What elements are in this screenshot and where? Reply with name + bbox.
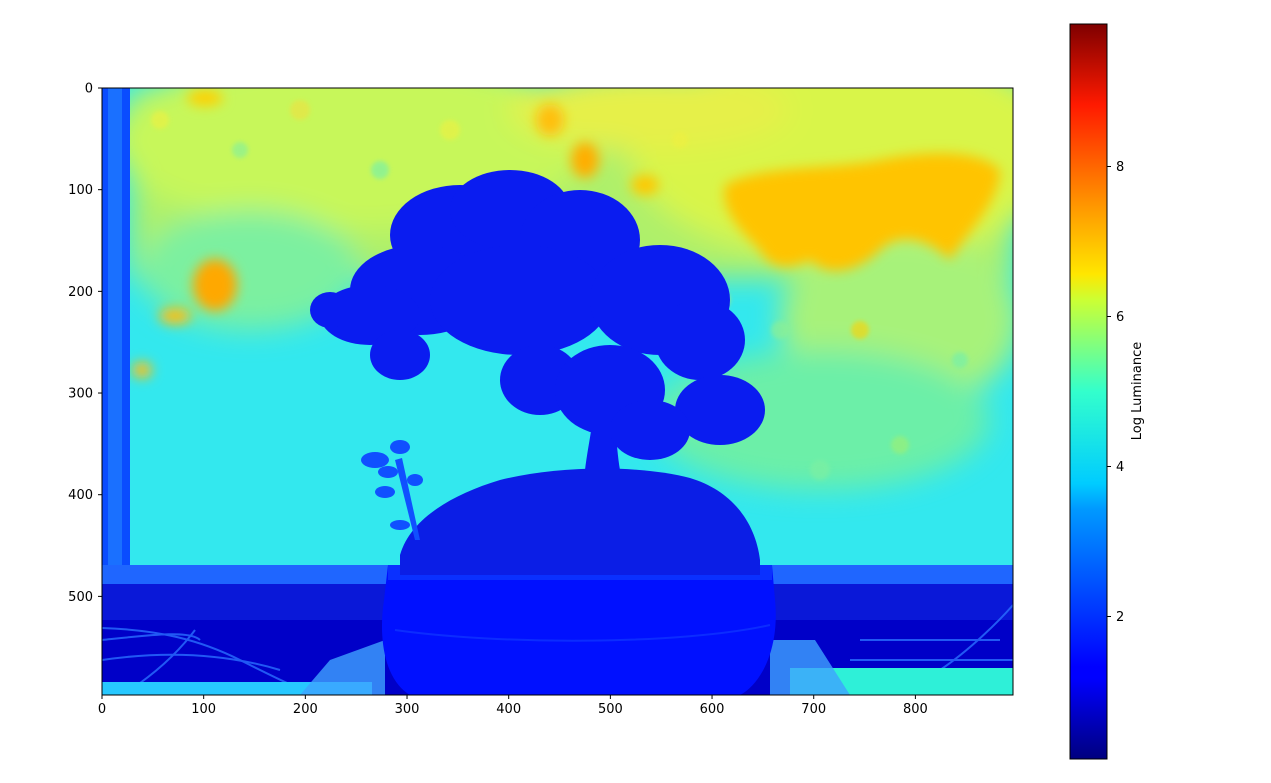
- colorbar-axis: 2 4 6 8: [1107, 160, 1124, 625]
- colorbar-tick-label: 4: [1116, 460, 1124, 475]
- x-tick-label: 300: [395, 702, 420, 717]
- region-bright-patch-upper-right: [724, 153, 1000, 271]
- x-tick-label: 200: [293, 702, 318, 717]
- colorbar-tick-label: 8: [1116, 160, 1124, 175]
- y-tick-label: 400: [68, 488, 93, 503]
- y-tick-label: 0: [85, 82, 93, 97]
- colorbar-label: Log Luminance: [1130, 342, 1145, 440]
- colorbar-tick-label: 6: [1116, 310, 1124, 325]
- y-tick-label: 100: [68, 183, 93, 198]
- x-tick-label: 500: [598, 702, 623, 717]
- region-small-plant: [361, 440, 423, 540]
- x-axis: 0 100 200 300 400 500 600 700 800: [98, 695, 928, 717]
- y-tick-label: 200: [68, 285, 93, 300]
- colorbar: [1069, 23, 1108, 760]
- region-moss: [400, 468, 760, 575]
- x-tick-label: 400: [496, 702, 521, 717]
- x-tick-label: 700: [801, 702, 826, 717]
- y-tick-label: 300: [68, 387, 93, 402]
- plot-frame: [101, 87, 1014, 696]
- region-stand-left: [300, 640, 385, 695]
- region-bonsai-tree: [310, 170, 765, 470]
- heatmap-image: [102, 88, 1013, 695]
- region-stand-right: [770, 640, 850, 695]
- region-bonsai-pot: [381, 565, 776, 695]
- region-bright-patch-left: [132, 90, 659, 378]
- x-tick-label: 0: [98, 702, 106, 717]
- x-tick-label: 100: [191, 702, 216, 717]
- colorbar-tick-label: 2: [1116, 610, 1124, 625]
- y-tick-label: 500: [68, 590, 93, 605]
- x-tick-label: 800: [903, 702, 928, 717]
- y-axis: 0 100 200 300 400 500: [68, 82, 102, 605]
- x-tick-label: 600: [700, 702, 725, 717]
